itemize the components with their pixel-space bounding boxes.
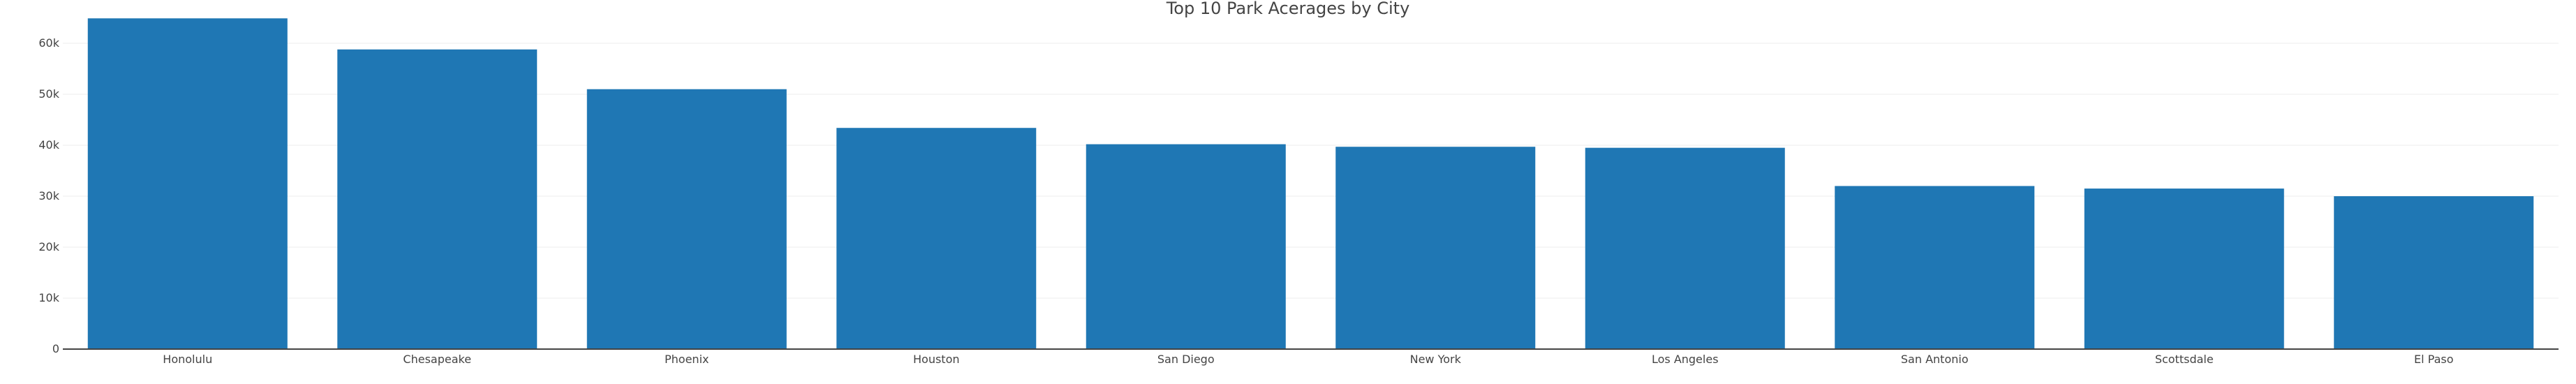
y-tick-label: 0 <box>52 342 59 355</box>
y-tick-label: 40k <box>38 138 59 152</box>
bar <box>1585 147 1785 349</box>
bar <box>1086 144 1286 349</box>
x-tick-label: New York <box>1410 353 1462 366</box>
chart-title: Top 10 Park Acerages by City <box>1166 0 1410 18</box>
y-tick-label: 20k <box>38 240 59 253</box>
bar <box>337 49 538 349</box>
x-tick-label: San Diego <box>1157 353 1215 366</box>
bar <box>586 89 787 349</box>
y-tick-label: 10k <box>38 291 59 304</box>
y-tick-label: 50k <box>38 87 59 101</box>
x-tick-label: Honolulu <box>163 353 212 366</box>
x-tick-label: San Antonio <box>1901 353 1969 366</box>
bar <box>836 128 1037 350</box>
x-axis-ticks: Honolulu Chesapeake Phoenix Houston San Dieg… <box>163 353 2453 366</box>
bars <box>87 18 2534 350</box>
bar <box>2334 196 2534 349</box>
y-tick-label: 30k <box>38 189 59 202</box>
x-tick-label: Houston <box>913 353 960 366</box>
x-tick-label: El Paso <box>2414 353 2454 366</box>
x-tick-label: Chesapeake <box>403 353 471 366</box>
y-tick-label: 60k <box>38 36 59 50</box>
bar <box>1335 147 1536 349</box>
x-tick-label: Los Angeles <box>1652 353 1719 366</box>
bar <box>87 18 288 349</box>
y-axis-ticks: 0 10k 20k 30k 40k 50k 60k <box>38 36 59 355</box>
bar <box>1835 186 2035 349</box>
bar <box>2084 189 2284 349</box>
x-tick-label: Phoenix <box>665 353 709 366</box>
x-tick-label: Scottsdale <box>2155 353 2214 366</box>
